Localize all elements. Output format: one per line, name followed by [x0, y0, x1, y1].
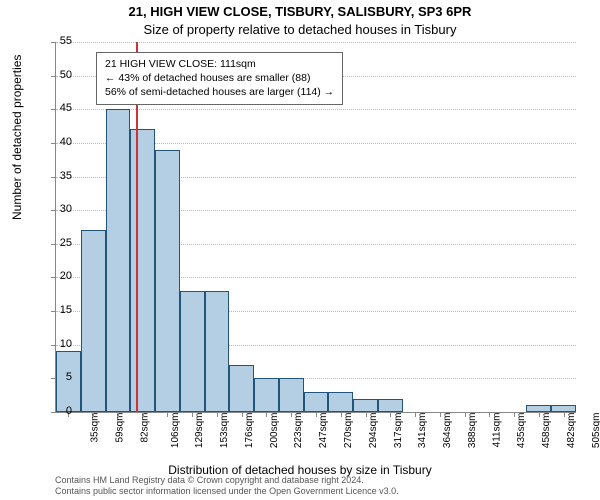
histogram-bar	[353, 399, 378, 412]
ytick-label: 15	[52, 304, 72, 316]
xtick-mark	[242, 412, 243, 417]
y-axis-label: Number of detached properties	[10, 55, 24, 220]
xtick-mark	[539, 412, 540, 417]
annotation-line-1: 21 HIGH VIEW CLOSE: 111sqm	[105, 57, 334, 71]
ytick-label: 0	[52, 405, 72, 417]
annotation-line-2: ← 43% of detached houses are smaller (88…	[105, 71, 334, 85]
xtick-label: 435sqm	[516, 413, 527, 449]
xtick-label: 294sqm	[368, 413, 379, 449]
histogram-bar	[551, 405, 576, 412]
ytick-label: 55	[52, 35, 72, 47]
histogram-bar	[106, 109, 131, 412]
xtick-label: 458sqm	[541, 413, 552, 449]
xtick-mark	[217, 412, 218, 417]
xtick-label: 176sqm	[244, 413, 255, 449]
plot-area: 35sqm59sqm82sqm106sqm129sqm153sqm176sqm2…	[55, 42, 576, 413]
histogram-bar	[180, 291, 205, 412]
ytick-label: 35	[52, 170, 72, 182]
chart-title-1: 21, HIGH VIEW CLOSE, TISBURY, SALISBURY,…	[0, 4, 600, 19]
chart-container: 21, HIGH VIEW CLOSE, TISBURY, SALISBURY,…	[0, 0, 600, 500]
ytick-label: 50	[52, 69, 72, 81]
xtick-mark	[440, 412, 441, 417]
xtick-mark	[143, 412, 144, 417]
attribution-line-2: Contains public sector information licen…	[55, 486, 399, 497]
histogram-bar	[378, 399, 403, 412]
xtick-mark	[489, 412, 490, 417]
chart-title-2: Size of property relative to detached ho…	[0, 22, 600, 37]
xtick-mark	[93, 412, 94, 417]
xtick-label: 200sqm	[269, 413, 280, 449]
xtick-mark	[564, 412, 565, 417]
xtick-mark	[465, 412, 466, 417]
xtick-mark	[316, 412, 317, 417]
xtick-label: 129sqm	[195, 413, 206, 449]
histogram-bar	[205, 291, 230, 412]
attribution-text: Contains HM Land Registry data © Crown c…	[55, 475, 399, 497]
xtick-mark	[514, 412, 515, 417]
xtick-label: 223sqm	[294, 413, 305, 449]
histogram-bar	[279, 378, 304, 412]
ytick-label: 25	[52, 237, 72, 249]
xtick-label: 106sqm	[170, 413, 181, 449]
ytick-label: 40	[52, 136, 72, 148]
histogram-bar	[155, 150, 180, 412]
grid-line	[56, 42, 576, 43]
annotation-line-3: 56% of semi-detached houses are larger (…	[105, 85, 334, 99]
xtick-label: 341sqm	[417, 413, 428, 449]
ytick-label: 10	[52, 338, 72, 350]
xtick-label: 82sqm	[139, 413, 150, 443]
xtick-label: 317sqm	[393, 413, 404, 449]
ytick-label: 30	[52, 203, 72, 215]
xtick-mark	[192, 412, 193, 417]
xtick-mark	[266, 412, 267, 417]
histogram-bar	[81, 230, 106, 412]
xtick-mark	[118, 412, 119, 417]
xtick-mark	[341, 412, 342, 417]
xtick-label: 411sqm	[491, 413, 502, 448]
xtick-label: 59sqm	[115, 413, 126, 443]
histogram-bar	[254, 378, 279, 412]
ytick-label: 45	[52, 102, 72, 114]
xtick-label: 505sqm	[591, 413, 600, 449]
xtick-mark	[390, 412, 391, 417]
xtick-mark	[415, 412, 416, 417]
property-annotation: 21 HIGH VIEW CLOSE: 111sqm ← 43% of deta…	[96, 52, 343, 105]
histogram-bar	[304, 392, 329, 412]
xtick-mark	[291, 412, 292, 417]
ytick-label: 5	[52, 371, 72, 383]
histogram-bar	[328, 392, 353, 412]
xtick-label: 247sqm	[318, 413, 329, 449]
grid-line	[56, 109, 576, 110]
ytick-label: 20	[52, 270, 72, 282]
attribution-line-1: Contains HM Land Registry data © Crown c…	[55, 475, 399, 486]
histogram-bar	[229, 365, 254, 412]
xtick-mark	[366, 412, 367, 417]
histogram-bar	[130, 129, 155, 412]
xtick-label: 270sqm	[343, 413, 354, 449]
xtick-mark	[167, 412, 168, 417]
xtick-label: 153sqm	[219, 413, 230, 449]
xtick-label: 482sqm	[566, 413, 577, 449]
histogram-bar	[526, 405, 551, 412]
xtick-label: 35sqm	[90, 413, 101, 443]
xtick-label: 388sqm	[467, 413, 478, 449]
xtick-label: 364sqm	[442, 413, 453, 449]
